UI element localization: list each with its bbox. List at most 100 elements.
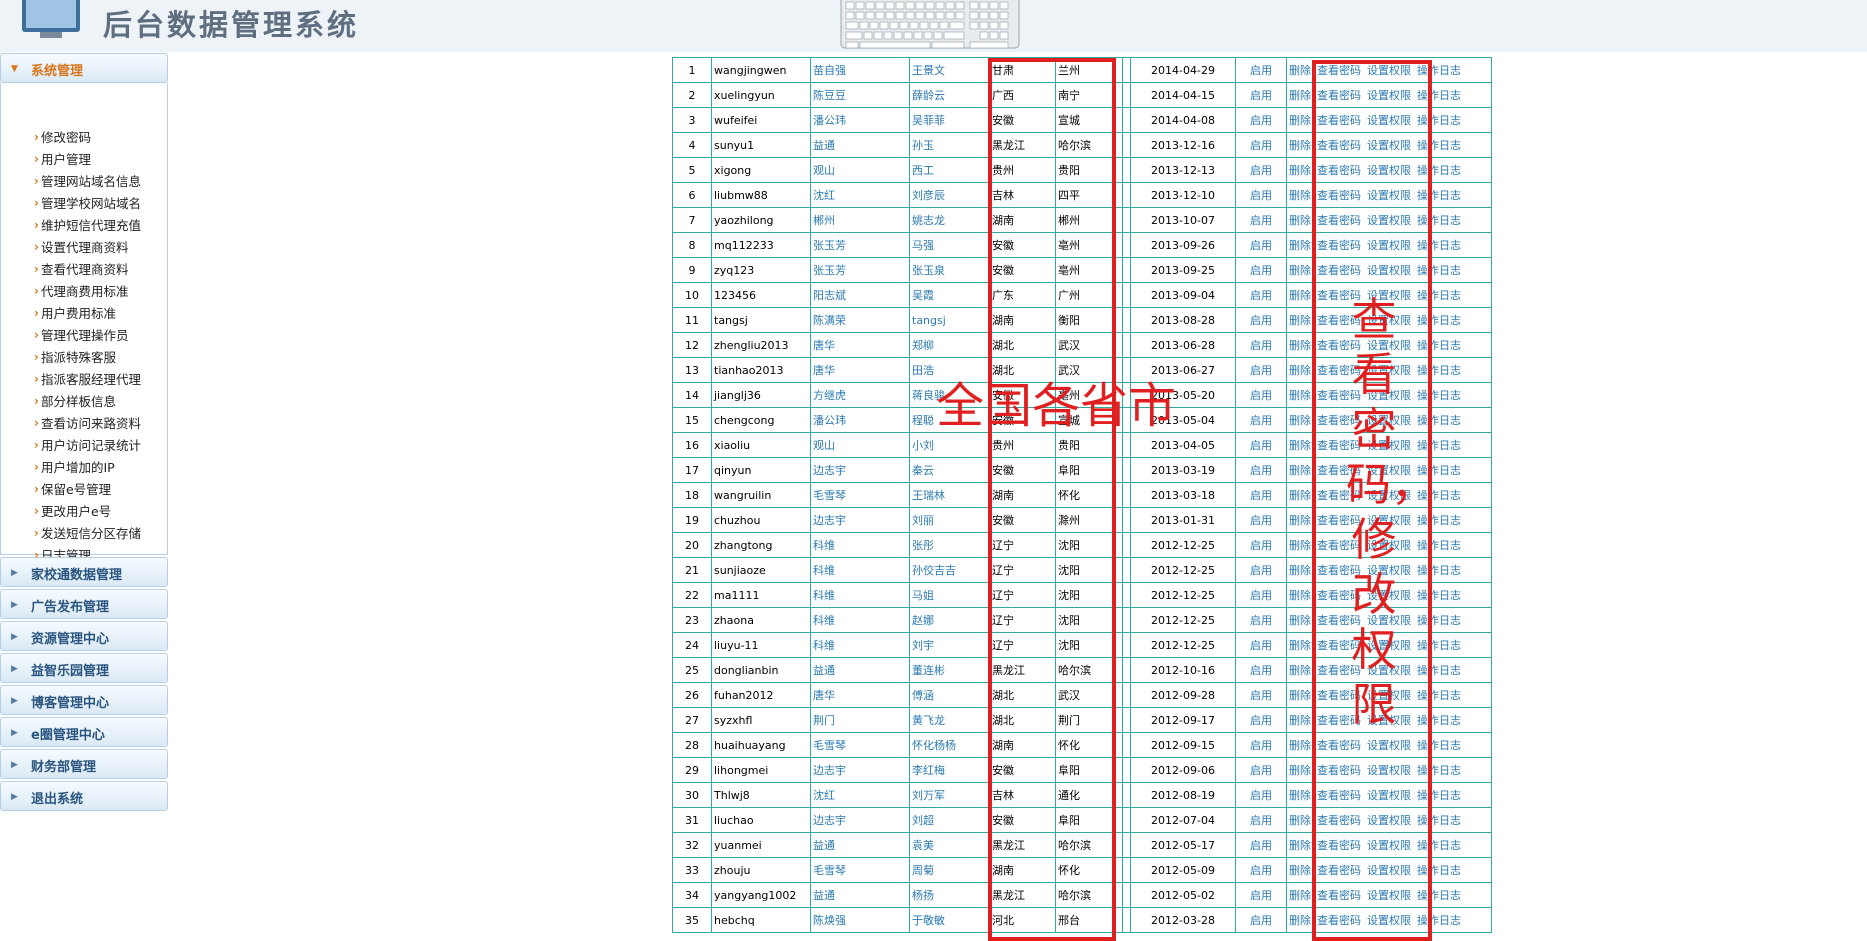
delete-link[interactable]: 删除	[1289, 489, 1311, 502]
set-permission-link[interactable]: 设置权限	[1367, 464, 1411, 477]
name-cell[interactable]: 刘超	[909, 807, 990, 833]
view-password-link[interactable]: 查看密码	[1317, 864, 1361, 877]
enable-link[interactable]: 启用	[1235, 532, 1287, 558]
set-permission-link[interactable]: 设置权限	[1367, 214, 1411, 227]
set-permission-link[interactable]: 设置权限	[1367, 289, 1411, 302]
enable-link[interactable]: 启用	[1235, 682, 1287, 708]
sidebar-item[interactable]: 发送短信分区存储	[34, 523, 141, 542]
enable-link[interactable]: 启用	[1235, 232, 1287, 258]
view-password-link[interactable]: 查看密码	[1317, 289, 1361, 302]
enable-link[interactable]: 启用	[1235, 882, 1287, 908]
name-cell[interactable]: 董连彬	[909, 657, 990, 683]
delete-link[interactable]: 删除	[1289, 889, 1311, 902]
name-cell[interactable]: 小刘	[909, 432, 990, 458]
set-permission-link[interactable]: 设置权限	[1367, 889, 1411, 902]
sidebar-item[interactable]: 用户访问记录统计	[34, 435, 141, 454]
enable-link[interactable]: 启用	[1235, 607, 1287, 633]
enable-link[interactable]: 启用	[1235, 182, 1287, 208]
view-password-link[interactable]: 查看密码	[1317, 239, 1361, 252]
view-password-link[interactable]: 查看密码	[1317, 564, 1361, 577]
delete-link[interactable]: 删除	[1289, 764, 1311, 777]
set-permission-link[interactable]: 设置权限	[1367, 189, 1411, 202]
sidebar-item[interactable]: 用户费用标准	[34, 303, 116, 322]
enable-link[interactable]: 启用	[1235, 557, 1287, 583]
view-password-link[interactable]: 查看密码	[1317, 439, 1361, 452]
set-permission-link[interactable]: 设置权限	[1367, 489, 1411, 502]
enable-link[interactable]: 启用	[1235, 132, 1287, 158]
set-permission-link[interactable]: 设置权限	[1367, 514, 1411, 527]
delete-link[interactable]: 删除	[1289, 514, 1311, 527]
name-cell[interactable]: 郑柳	[909, 332, 990, 358]
view-password-link[interactable]: 查看密码	[1317, 714, 1361, 727]
enable-link[interactable]: 启用	[1235, 507, 1287, 533]
set-permission-link[interactable]: 设置权限	[1367, 839, 1411, 852]
sidebar-item[interactable]: 部分样板信息	[34, 391, 116, 410]
agent-cell[interactable]: 科维	[810, 607, 910, 633]
sidebar-item[interactable]: 管理代理操作员	[34, 325, 129, 344]
enable-link[interactable]: 启用	[1235, 857, 1287, 883]
delete-link[interactable]: 删除	[1289, 189, 1311, 202]
agent-cell[interactable]: 边志宇	[810, 507, 910, 533]
view-password-link[interactable]: 查看密码	[1317, 89, 1361, 102]
delete-link[interactable]: 删除	[1289, 864, 1311, 877]
view-password-link[interactable]: 查看密码	[1317, 589, 1361, 602]
set-permission-link[interactable]: 设置权限	[1367, 264, 1411, 277]
name-cell[interactable]: 赵娜	[909, 607, 990, 633]
enable-link[interactable]: 启用	[1235, 282, 1287, 308]
sidebar-panel[interactable]: ▶ e圈管理中心	[0, 717, 168, 747]
agent-cell[interactable]: 方继虎	[810, 382, 910, 408]
enable-link[interactable]: 启用	[1235, 782, 1287, 808]
view-password-link[interactable]: 查看密码	[1317, 414, 1361, 427]
name-cell[interactable]: 黄飞龙	[909, 707, 990, 733]
sidebar-item[interactable]: 管理网站域名信息	[34, 171, 141, 190]
set-permission-link[interactable]: 设置权限	[1367, 689, 1411, 702]
set-permission-link[interactable]: 设置权限	[1367, 64, 1411, 77]
enable-link[interactable]: 启用	[1235, 832, 1287, 858]
set-permission-link[interactable]: 设置权限	[1367, 864, 1411, 877]
view-password-link[interactable]: 查看密码	[1317, 664, 1361, 677]
set-permission-link[interactable]: 设置权限	[1367, 739, 1411, 752]
view-password-link[interactable]: 查看密码	[1317, 264, 1361, 277]
agent-cell[interactable]: 郴州	[810, 207, 910, 233]
name-cell[interactable]: 孙玉	[909, 132, 990, 158]
enable-link[interactable]: 启用	[1235, 407, 1287, 433]
set-permission-link[interactable]: 设置权限	[1367, 414, 1411, 427]
set-permission-link[interactable]: 设置权限	[1367, 139, 1411, 152]
sidebar-item[interactable]: 用户增加的IP	[34, 457, 115, 476]
enable-link[interactable]: 启用	[1235, 357, 1287, 383]
sidebar-panel[interactable]: ▶ 广告发布管理	[0, 589, 168, 619]
name-cell[interactable]: 吴霞	[909, 282, 990, 308]
delete-link[interactable]: 删除	[1289, 64, 1311, 77]
delete-link[interactable]: 删除	[1289, 289, 1311, 302]
view-password-link[interactable]: 查看密码	[1317, 389, 1361, 402]
enable-link[interactable]: 启用	[1235, 807, 1287, 833]
agent-cell[interactable]: 唐华	[810, 332, 910, 358]
enable-link[interactable]: 启用	[1235, 732, 1287, 758]
name-cell[interactable]: 秦云	[909, 457, 990, 483]
name-cell[interactable]: 袁美	[909, 832, 990, 858]
set-permission-link[interactable]: 设置权限	[1367, 364, 1411, 377]
view-password-link[interactable]: 查看密码	[1317, 464, 1361, 477]
set-permission-link[interactable]: 设置权限	[1367, 164, 1411, 177]
delete-link[interactable]: 删除	[1289, 839, 1311, 852]
enable-link[interactable]: 启用	[1235, 207, 1287, 233]
enable-link[interactable]: 启用	[1235, 82, 1287, 108]
view-password-link[interactable]: 查看密码	[1317, 814, 1361, 827]
agent-cell[interactable]: 陈满荣	[810, 307, 910, 333]
set-permission-link[interactable]: 设置权限	[1367, 789, 1411, 802]
name-cell[interactable]: 马强	[909, 232, 990, 258]
sidebar-item[interactable]: 管理学校网站域名	[34, 193, 141, 212]
delete-link[interactable]: 删除	[1289, 589, 1311, 602]
enable-link[interactable]: 启用	[1235, 632, 1287, 658]
agent-cell[interactable]: 边志宇	[810, 457, 910, 483]
delete-link[interactable]: 删除	[1289, 114, 1311, 127]
name-cell[interactable]: 刘彦辰	[909, 182, 990, 208]
view-password-link[interactable]: 查看密码	[1317, 64, 1361, 77]
view-password-link[interactable]: 查看密码	[1317, 489, 1361, 502]
agent-cell[interactable]: 益通	[810, 132, 910, 158]
view-password-link[interactable]: 查看密码	[1317, 839, 1361, 852]
delete-link[interactable]: 删除	[1289, 164, 1311, 177]
delete-link[interactable]: 删除	[1289, 264, 1311, 277]
agent-cell[interactable]: 张玉芳	[810, 257, 910, 283]
sidebar-panel[interactable]: ▶ 退出系统	[0, 781, 168, 811]
